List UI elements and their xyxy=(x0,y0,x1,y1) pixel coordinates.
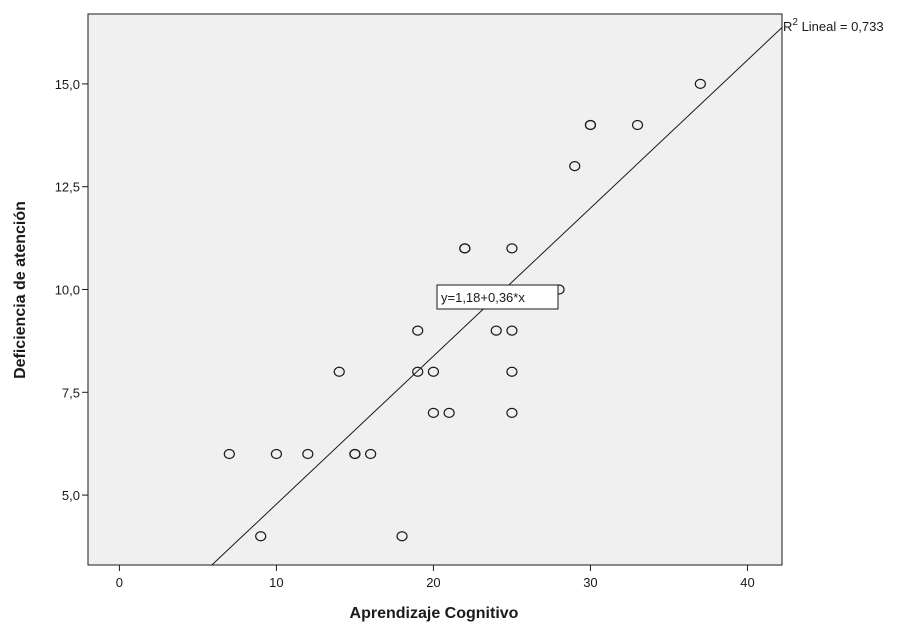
y-axis: 5,0 7,5 10,0 12,5 15,0 xyxy=(55,77,88,503)
data-point xyxy=(255,531,267,542)
equation-box xyxy=(436,284,559,310)
data-point xyxy=(584,119,597,131)
data-point xyxy=(506,366,518,377)
y-tick-label: 12,5 xyxy=(55,180,80,195)
r2-label-prefix: R xyxy=(783,19,792,34)
plot-area xyxy=(87,13,783,566)
data-points xyxy=(223,78,706,542)
y-tick-label: 5,0 xyxy=(62,488,80,503)
data-point xyxy=(506,407,518,418)
equation-annotation: y=1,18+0,36*x xyxy=(436,284,559,310)
y-axis-title: Deficiencia de atención xyxy=(12,201,29,379)
x-tick-label: 40 xyxy=(740,575,754,590)
equation-label: y=1,18+0,36*x xyxy=(441,290,525,305)
x-axis: 0 10 20 30 40 xyxy=(116,565,755,590)
data-point xyxy=(569,161,581,172)
x-axis-title: Aprendizaje Cognitivo xyxy=(350,605,519,622)
y-tick-label: 7,5 xyxy=(62,385,80,400)
data-point xyxy=(427,407,440,418)
data-point xyxy=(412,366,424,377)
data-point xyxy=(443,407,455,418)
data-point xyxy=(631,119,644,131)
data-point xyxy=(270,448,283,460)
x-tick-label: 0 xyxy=(116,575,123,590)
y-tick-label: 10,0 xyxy=(55,283,80,298)
data-point xyxy=(506,243,518,254)
data-point xyxy=(412,325,424,336)
r2-label-suffix: Lineal = 0,733 xyxy=(798,19,884,34)
data-point xyxy=(490,325,502,336)
data-point xyxy=(223,448,235,460)
x-tick-label: 20 xyxy=(426,575,440,590)
data-point xyxy=(302,448,314,460)
y-tick-label: 15,0 xyxy=(55,77,80,92)
data-point xyxy=(459,243,471,254)
x-tick-label: 10 xyxy=(269,575,283,590)
x-tick-label: 30 xyxy=(583,575,597,590)
data-point xyxy=(349,448,361,460)
data-point xyxy=(427,366,440,377)
data-point xyxy=(365,448,377,460)
data-point xyxy=(333,366,345,377)
data-point xyxy=(694,78,706,90)
r2-label-sup: 2 xyxy=(792,17,798,28)
data-point xyxy=(506,325,518,336)
data-point xyxy=(396,531,408,542)
r2-label: R2 Lineal = 0,733 xyxy=(783,17,884,34)
